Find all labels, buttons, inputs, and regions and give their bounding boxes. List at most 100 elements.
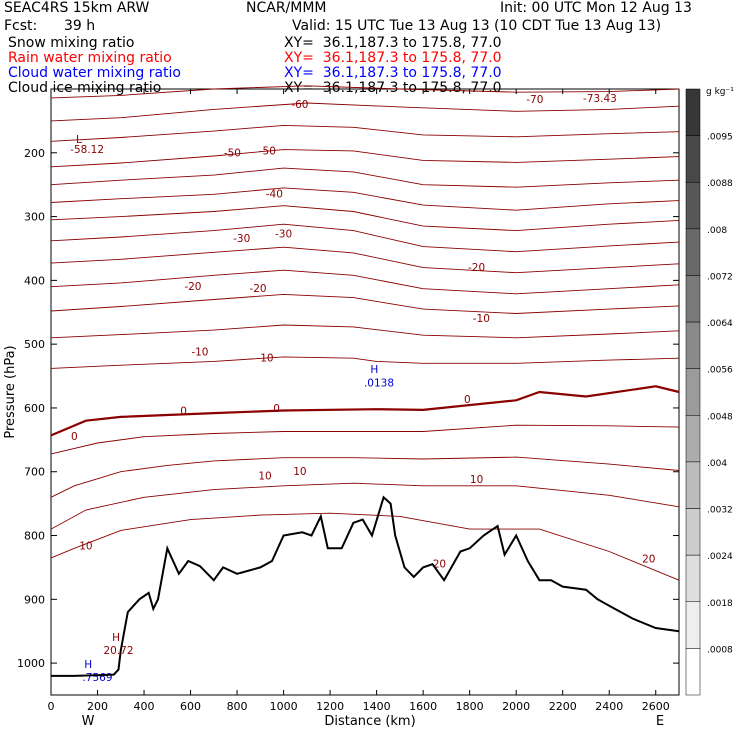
plot-frame	[50, 88, 680, 696]
field-snow-name: Snow mixing ratio	[8, 35, 135, 51]
y-tick-label-8: 1000	[17, 657, 45, 670]
terrain-line	[51, 495, 680, 677]
contour-label-15: -10	[473, 313, 490, 325]
contour-line-16	[50, 482, 680, 530]
colorbar-swatch-3	[685, 228, 701, 276]
colorbar-label-6: .0048	[707, 412, 733, 422]
colorbar-label-1: .0088	[707, 179, 733, 189]
x-tick-label-11: 2200	[549, 700, 577, 713]
colorbar-swatch-4	[685, 275, 701, 323]
contour-label-6: -50	[259, 146, 276, 158]
x-tick-label-1: 200	[87, 700, 108, 713]
colorbar-swatch-2	[685, 181, 701, 230]
contour-label-9: -30	[275, 229, 292, 241]
x-axis-ticks: 0 200 400 600 800 1000 1200 1400 1600 1800 2000 220…	[48, 89, 670, 713]
y-tick-label-5: 700	[24, 466, 45, 479]
field-rain-xy: XY= 36.1,187.3 to 175.8, 77.0	[284, 50, 502, 66]
y-tick-label-0: 200	[24, 147, 45, 160]
contour-line-14	[50, 424, 680, 455]
x-tick-label-10: 2000	[502, 700, 530, 713]
x-tick-label-9: 1800	[456, 700, 484, 713]
colorbar-label-3: .0072	[707, 272, 733, 282]
field-cloudwater-xy: XY= 36.1,187.3 to 175.8, 77.0	[284, 65, 502, 81]
contour-line-12	[50, 356, 680, 369]
model-title: SEAC4RS 15km ARW	[4, 0, 150, 16]
y-tick-label-3: 500	[24, 338, 45, 351]
valid-time: Valid: 15 UTC Tue 13 Aug 13 (10 CDT Tue …	[292, 18, 662, 34]
contour-label-13: -10	[191, 347, 208, 359]
colorbar-swatch-12	[685, 648, 701, 696]
colorbar-label-7: .004	[707, 459, 727, 469]
contour-line-6	[50, 205, 680, 232]
colorbar-swatch-9	[685, 508, 701, 556]
contour-label-0: -58.12	[70, 144, 104, 156]
y-tick-label-4: 600	[24, 402, 45, 415]
contour-line-9	[50, 269, 680, 295]
contour-line-3	[50, 149, 680, 168]
contour-line-4	[50, 167, 680, 188]
colorbar: .0095 .0088 .008 .0072 .0064 .0056 .0048 .004 .0…	[685, 88, 733, 696]
colorbar-label-5: .0056	[707, 366, 733, 376]
contour-label-20: 10	[258, 470, 271, 482]
contour-label-11: -20	[249, 283, 266, 295]
contour-label-30: H	[84, 659, 92, 671]
contour-line-1	[50, 102, 680, 122]
colorbar-swatch-1	[685, 135, 701, 183]
contour-line-8	[50, 246, 680, 274]
colorbar-label-2: .008	[707, 226, 727, 236]
field-cloudice-name: Cloud ice mixing ratio	[8, 80, 162, 96]
contour-label-8: -30	[233, 233, 250, 245]
y-tick-label-7: 900	[24, 593, 45, 606]
contour-line-5	[50, 187, 680, 211]
contour-line-7	[50, 223, 680, 253]
colorbar-swatch-6	[685, 368, 701, 416]
contour-label-24: 20	[433, 558, 446, 570]
colorbar-label-0: .0095	[707, 133, 733, 143]
field-snow-xy: XY= 36.1,187.3 to 175.8, 77.0	[284, 35, 502, 51]
x-tick-label-5: 1000	[270, 700, 298, 713]
x-axis-title: Distance (km)	[324, 714, 415, 729]
colorbar-unit: g kg⁻¹	[706, 87, 734, 97]
contour-label-5: -50	[224, 148, 241, 160]
colorbar-swatch-10	[685, 554, 701, 603]
contour-label-19: 0	[464, 394, 471, 406]
contour-label-7: -40	[266, 188, 283, 200]
colorbar-label-8: .0032	[707, 506, 733, 516]
contour-line-10	[50, 293, 680, 314]
contour-label-10: -20	[184, 281, 201, 293]
x-tick-label-7: 1400	[363, 700, 391, 713]
contour-label-29: .0138	[364, 377, 394, 389]
terrain-profile	[51, 495, 680, 677]
contour-label-21: 10	[293, 466, 306, 478]
colorbar-swatch-11	[685, 601, 701, 649]
y-tick-label-6: 800	[24, 530, 45, 543]
x-tick-label-8: 1600	[409, 700, 437, 713]
y-axis-title: Pressure (hPa)	[3, 345, 18, 438]
colorbar-swatch-5	[685, 321, 701, 369]
field-rain-name: Rain water mixing ratio	[8, 50, 172, 66]
contour-label-2: -73.43	[583, 93, 617, 105]
contour-label-26: H	[112, 632, 120, 644]
org-label: NCAR/MMM	[246, 0, 327, 16]
x-tick-label-13: 2600	[642, 700, 670, 713]
temperature-contours	[50, 85, 680, 581]
colorbar-swatch-8	[685, 461, 701, 509]
contour-line-2	[50, 124, 680, 142]
fcst-label: Fcst:	[4, 18, 38, 34]
y-tick-label-1: 300	[24, 211, 45, 224]
colorbar-swatch-7	[685, 415, 701, 463]
y-tick-label-2: 400	[24, 274, 45, 287]
colorbar-label-11: .0008	[707, 645, 733, 655]
x-tick-label-3: 600	[180, 700, 201, 713]
contour-label-1: L	[76, 134, 82, 146]
fcst-value: 39 h	[64, 18, 96, 34]
contour-labels: -58.12L -73.43 -70 -60 -50 -50 -40 -30 -30 -20 -20…	[70, 93, 655, 684]
colorbar-label-4: .0064	[707, 319, 733, 329]
contour-label-27: 20.72	[103, 645, 133, 657]
x-tick-label-0: 0	[48, 700, 55, 713]
colorbar-label-10: .0018	[707, 599, 733, 609]
contour-label-12: -20	[468, 262, 485, 274]
contour-line-11	[50, 324, 680, 339]
